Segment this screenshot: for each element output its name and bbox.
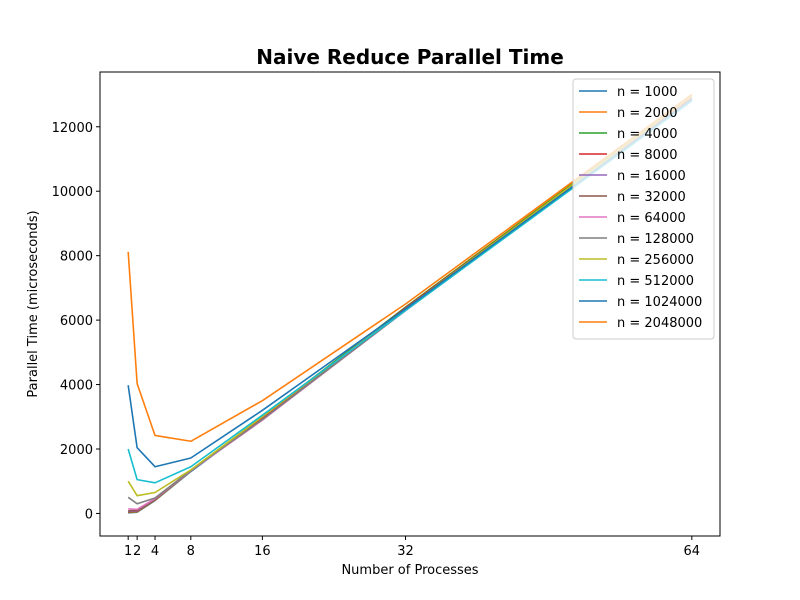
axes-frame [99,71,721,537]
x-tick-label: 1 [124,544,132,559]
legend-label-7: n = 64000 [617,211,686,226]
legend-label-3: n = 4000 [617,127,677,142]
x-tick-label: 8 [187,544,195,559]
y-axis-title: Parallel Time (microseconds) [26,210,41,397]
legend-box [572,78,715,340]
x-tick-label: 2 [133,544,141,559]
series-line-10 [127,100,693,484]
legend-label-1: n = 1000 [617,85,677,100]
y-tick-label: 6000 [60,314,93,329]
x-tick-label: 4 [151,544,159,559]
plot-area: 1 2 4 8 16 32 64 0 2000 4000 6000 8000 10000 12000 n =… [52,71,721,559]
legend-label-2: n = 2000 [617,106,677,121]
x-tick-label: 64 [684,544,701,559]
legend-label-12: n = 2048000 [617,316,702,331]
legend-label-10: n = 512000 [617,274,694,289]
legend-label-9: n = 256000 [617,253,694,268]
y-tick-label: 0 [85,507,93,522]
y-tick-label: 8000 [60,250,93,265]
y-tick-label: 12000 [52,121,93,136]
y-tick-label: 10000 [52,185,93,200]
x-axis-title: Number of Processes [341,563,478,578]
chart-title: Naive Reduce Parallel Time [256,45,564,69]
x-tick-label: 32 [397,544,414,559]
legend-label-4: n = 8000 [617,148,677,163]
x-tick-label: 16 [254,544,271,559]
series-line-11 [127,98,693,468]
legend-label-6: n = 32000 [617,190,686,205]
legend-label-5: n = 16000 [617,169,686,184]
y-tick-label: 4000 [60,379,93,394]
series-line-12 [127,93,693,443]
legend-label-8: n = 128000 [617,232,694,247]
legend-label-11: n = 1024000 [617,295,702,310]
y-tick-label: 2000 [60,443,93,458]
